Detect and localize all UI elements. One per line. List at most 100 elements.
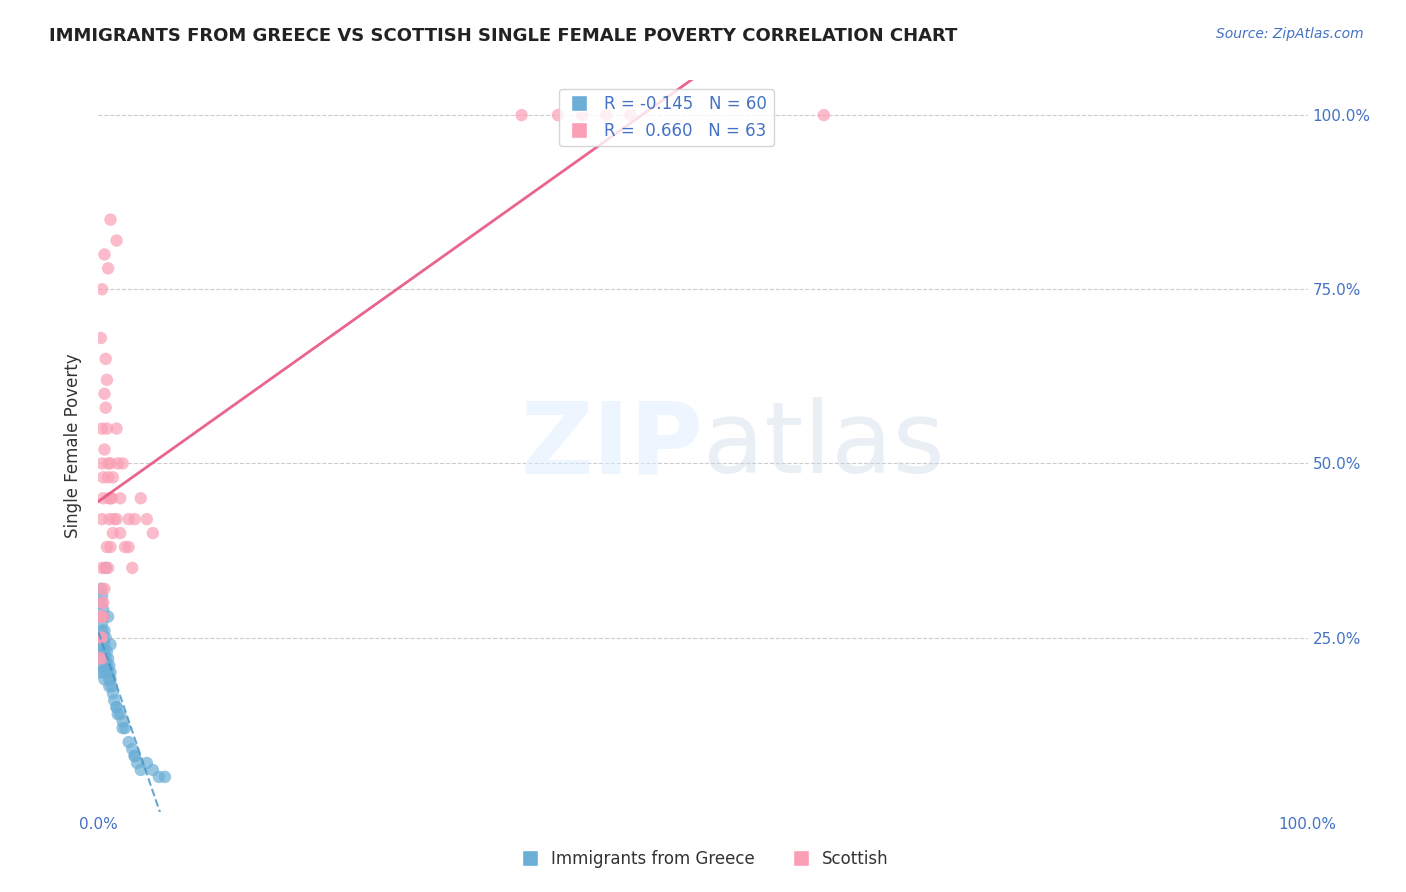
Point [124, 749, 146, 764]
Point [91, 603, 114, 617]
Point [94, 651, 117, 665]
Point [111, 721, 134, 735]
Point [96, 540, 118, 554]
Point [98, 491, 121, 506]
Point [107, 707, 129, 722]
Point [100, 679, 122, 693]
Point [98, 679, 121, 693]
Point [91, 470, 114, 484]
Point [100, 491, 122, 506]
Point [101, 686, 124, 700]
Point [89, 665, 111, 680]
Point [121, 561, 143, 575]
Point [105, 421, 128, 435]
Point [94, 658, 117, 673]
Point [89, 596, 111, 610]
Point [111, 457, 134, 471]
Point [595, 108, 617, 122]
Point [124, 512, 146, 526]
Point [90, 609, 112, 624]
Point [96, 665, 118, 680]
Point [91, 457, 114, 471]
Point [100, 491, 122, 506]
Point [89, 638, 111, 652]
Point [91, 609, 114, 624]
Point [91, 651, 114, 665]
Text: atlas: atlas [703, 398, 945, 494]
Point [103, 512, 125, 526]
Point [93, 638, 115, 652]
Point [98, 512, 121, 526]
Point [135, 512, 157, 526]
Point [97, 609, 120, 624]
Point [148, 770, 170, 784]
Point [107, 457, 129, 471]
Point [93, 442, 115, 457]
Point [129, 491, 152, 506]
Point [105, 512, 128, 526]
Point [90, 609, 112, 624]
Point [111, 714, 134, 728]
Point [100, 540, 122, 554]
Point [96, 373, 118, 387]
Point [91, 512, 114, 526]
Point [89, 651, 111, 665]
Point [118, 735, 141, 749]
Point [97, 561, 120, 575]
Point [571, 108, 593, 122]
Point [97, 470, 120, 484]
Point [114, 540, 136, 554]
Point [97, 665, 120, 680]
Point [142, 526, 165, 541]
Point [90, 331, 112, 345]
Point [127, 756, 149, 770]
Point [94, 401, 117, 415]
Point [813, 108, 835, 122]
Point [91, 651, 114, 665]
Point [93, 386, 115, 401]
Point [98, 673, 121, 687]
Y-axis label: Single Female Poverty: Single Female Poverty [65, 354, 83, 538]
Point [96, 421, 118, 435]
Point [96, 658, 118, 673]
Text: ZIP: ZIP [520, 398, 703, 494]
Point [97, 261, 120, 276]
Point [101, 526, 124, 541]
Point [90, 609, 112, 624]
Point [91, 616, 114, 631]
Point [93, 247, 115, 261]
Point [108, 491, 131, 506]
Point [91, 421, 114, 435]
Point [90, 631, 112, 645]
Point [91, 624, 114, 638]
Text: IMMIGRANTS FROM GREECE VS SCOTTISH SINGLE FEMALE POVERTY CORRELATION CHART: IMMIGRANTS FROM GREECE VS SCOTTISH SINGL… [49, 27, 957, 45]
Point [547, 108, 569, 122]
Point [91, 631, 114, 645]
Point [100, 673, 122, 687]
Point [114, 721, 136, 735]
Point [118, 540, 141, 554]
Point [90, 582, 112, 596]
Point [121, 742, 143, 756]
Point [91, 651, 114, 665]
Point [91, 638, 114, 652]
Point [108, 707, 131, 722]
Point [105, 700, 128, 714]
Point [100, 638, 122, 652]
Legend: Immigrants from Greece, Scottish: Immigrants from Greece, Scottish [512, 844, 894, 875]
Point [100, 457, 122, 471]
Point [96, 644, 118, 658]
Point [118, 512, 141, 526]
Point [93, 673, 115, 687]
Point [510, 108, 533, 122]
Point [91, 644, 114, 658]
Point [153, 770, 176, 784]
Point [91, 596, 114, 610]
Point [91, 631, 114, 645]
Point [105, 700, 128, 714]
Point [90, 596, 112, 610]
Point [91, 609, 114, 624]
Point [90, 631, 112, 645]
Point [93, 644, 115, 658]
Point [97, 651, 120, 665]
